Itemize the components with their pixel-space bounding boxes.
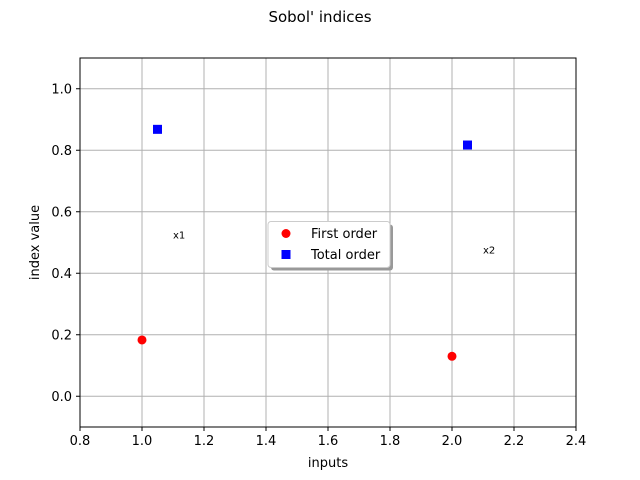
x-tick-label: 1.4 — [256, 434, 277, 449]
axis-ticks: 0.8 1.0 1.2 1.4 1.6 1.8 2.0 2.2 2.4 0.0 0.2 0.4 0.6 0… — [51, 82, 586, 449]
data-marks — [137, 124, 472, 361]
x-tick-label: 0.8 — [70, 434, 91, 449]
x-tick-label: 1.0 — [132, 434, 153, 449]
y-tick-label: 0.8 — [51, 144, 72, 159]
total-order-point — [153, 124, 162, 134]
input-annotation: x2 — [483, 246, 495, 257]
legend-marker-total-order — [281, 250, 291, 259]
y-tick-label: 0.4 — [51, 267, 72, 282]
first-order-point — [137, 335, 147, 345]
input-annotation: x1 — [173, 230, 185, 241]
x-tick-label: 1.6 — [318, 434, 339, 449]
legend-box — [267, 221, 391, 268]
y-tick-label: 0.0 — [51, 390, 72, 405]
x-tick-label: 2.2 — [504, 434, 525, 449]
first-order-point — [447, 351, 457, 361]
x-tick-label: 1.2 — [194, 434, 215, 449]
x-tick-label: 2.0 — [442, 434, 463, 449]
x-axis-label: inputs — [308, 456, 348, 471]
x-tick-label: 1.8 — [380, 434, 401, 449]
y-axis-label: index value — [28, 205, 43, 280]
y-tick-label: 1.0 — [51, 82, 72, 97]
x-tick-label: 2.4 — [566, 434, 587, 449]
legend-marker-first-order — [281, 229, 291, 238]
annotations: x1 x2 — [173, 230, 495, 256]
chart-title: Sobol' indices — [268, 8, 371, 26]
y-tick-label: 0.2 — [51, 328, 72, 343]
legend-label: Total order — [310, 248, 381, 263]
legend-label: First order — [311, 227, 378, 242]
legend: First order Total order — [267, 221, 393, 271]
y-tick-label: 0.6 — [51, 205, 72, 220]
total-order-point — [463, 140, 472, 150]
plot-frame — [79, 57, 577, 428]
